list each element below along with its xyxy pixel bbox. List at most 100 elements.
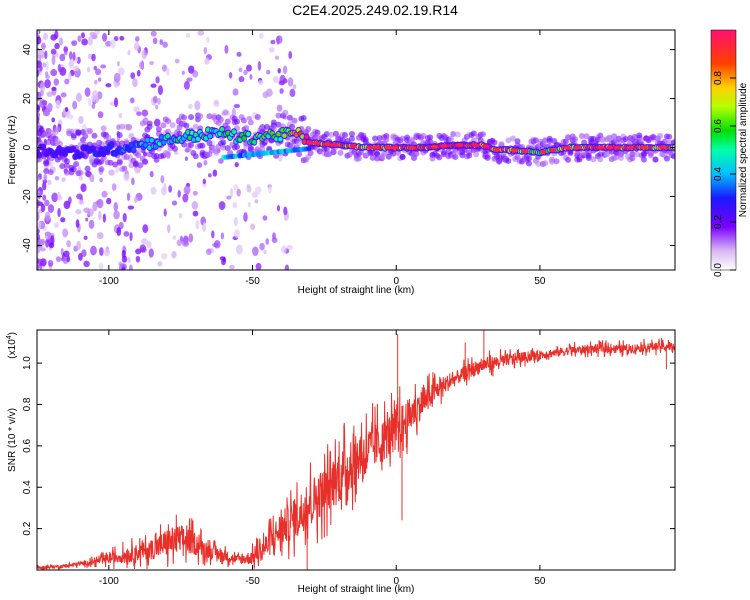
spectral-ridge-cell (195, 136, 201, 142)
spectral-speckle (44, 199, 50, 207)
spectral-ridge-cell (304, 134, 309, 139)
spectral-speckle (83, 235, 88, 241)
spectral-speckle (76, 92, 82, 102)
spectral-speckle (289, 88, 296, 98)
spectral-speckle (265, 88, 273, 97)
spectral-speckle (279, 88, 284, 94)
spectral-speckle (42, 110, 50, 117)
spectrogram-ytick-label: -20 (22, 189, 33, 204)
spectral-halo (224, 145, 231, 152)
spectral-speckle (250, 223, 256, 231)
spectral-halo (91, 132, 98, 139)
spectral-peak (312, 141, 320, 146)
spectral-halo (585, 152, 592, 159)
spectral-ridge-cell (109, 142, 114, 148)
spectral-halo (328, 131, 335, 138)
spectral-ridge-cell (203, 136, 209, 141)
spectral-peak (539, 149, 547, 154)
spectral-speckle (268, 185, 272, 194)
spectral-halo (399, 135, 406, 142)
spectral-speckle (63, 51, 68, 56)
spectrogram-xlabel: Height of straight line (km) (298, 285, 415, 296)
spectral-speckle (247, 201, 251, 208)
spectral-speckle (75, 209, 80, 215)
spectral-speckle (213, 101, 220, 108)
spectral-halo (427, 134, 434, 141)
spectral-halo (650, 134, 657, 141)
spectral-speckle (203, 159, 208, 166)
spectral-speckle (77, 35, 82, 42)
spectral-speckle (116, 60, 120, 67)
spectral-speckle (42, 194, 47, 201)
spectral-speckle (54, 30, 59, 40)
spectral-speckle (63, 46, 69, 53)
spectral-speckle (161, 64, 168, 72)
spectral-halo (491, 139, 498, 146)
spectral-ridge-cell (219, 127, 225, 132)
spectral-halo (542, 160, 549, 167)
spectral-halo (629, 155, 636, 162)
spectral-speckle (81, 249, 87, 257)
spectral-speckle (149, 170, 154, 178)
spectral-halo (296, 139, 303, 146)
spectral-halo (383, 136, 390, 143)
spectrogram-xtick-label: 0 (393, 276, 399, 287)
spectral-speckle (37, 30, 40, 38)
spectral-speckle (156, 97, 161, 105)
spectral-halo (638, 137, 645, 144)
spectral-speckle (233, 103, 241, 109)
snr-xlabel: Height of straight line (km) (298, 584, 415, 595)
spectral-halo (289, 123, 296, 130)
spectral-halo (165, 118, 172, 125)
spectral-halo (282, 109, 289, 116)
spectral-speckle (105, 83, 112, 88)
spectral-halo (286, 114, 293, 121)
spectral-speckle (254, 199, 259, 204)
spectral-halo (146, 123, 153, 130)
spectral-halo (371, 135, 378, 142)
spectral-speckle (178, 213, 183, 219)
spectral-speckle (122, 212, 127, 223)
spectral-speckle (47, 204, 55, 213)
spectral-halo (597, 151, 604, 158)
spectral-halo (213, 148, 220, 155)
spectral-ridge-cell (246, 131, 251, 137)
spectral-speckle (90, 245, 97, 256)
spectral-speckle (218, 158, 224, 164)
spectral-halo (565, 156, 572, 163)
spectral-speckle (97, 77, 102, 82)
spectral-halo (188, 114, 195, 121)
spectral-speckle (68, 59, 74, 69)
spectral-halo (526, 160, 533, 167)
spectral-speckle (51, 117, 56, 123)
spectral-speckle (41, 182, 47, 191)
spectral-speckle (37, 220, 42, 229)
spectral-speckle (115, 166, 120, 174)
spectral-speckle (243, 212, 248, 222)
spectral-halo (450, 131, 457, 138)
spectral-halo (385, 153, 392, 160)
spectral-halo (634, 151, 641, 158)
spectral-speckle (99, 177, 103, 183)
spectral-speckle (222, 257, 226, 263)
spectral-speckle (50, 48, 57, 55)
spectral-speckle (163, 182, 167, 193)
spectral-speckle (85, 217, 89, 222)
spectral-ridge-cell (37, 152, 42, 158)
spectrogram-ytick-label: 0 (22, 144, 33, 150)
svg-text:(x104): (x104) (6, 332, 18, 359)
spectral-peak (563, 145, 571, 150)
snr-series-line (37, 337, 675, 570)
spectral-speckle (181, 70, 185, 75)
spectral-speckle (272, 232, 276, 240)
spectral-speckle (184, 156, 188, 162)
spectral-halo (243, 125, 250, 132)
spectral-speckle (276, 205, 281, 212)
spectral-ridge-cell (231, 129, 237, 134)
snr-ytick-label: 0.8 (22, 397, 33, 411)
spectral-halo (183, 122, 190, 129)
spectral-ridge-cell (300, 134, 305, 139)
spectral-speckle (57, 207, 61, 218)
spectral-halo (112, 161, 119, 168)
